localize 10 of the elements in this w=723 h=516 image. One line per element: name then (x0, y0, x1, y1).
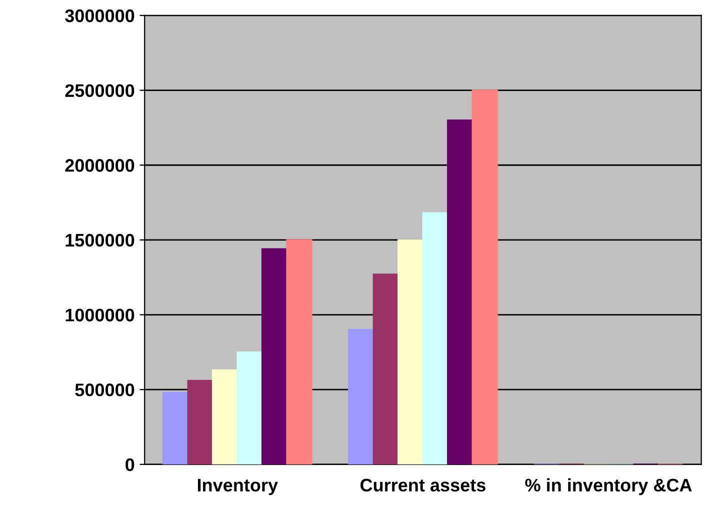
y-tick-label: 0 (126, 458, 134, 472)
y-tick-label: 2000000 (65, 159, 134, 172)
y-tick-label: 1000000 (66, 308, 134, 322)
x-tick-label: % in inventory &CA (525, 478, 692, 496)
y-tick-label: 2500000 (65, 84, 134, 98)
y-tick-label: 500000 (75, 384, 134, 396)
y-tick-label: 3000000 (65, 9, 134, 22)
y-tick-label: 1500000 (66, 234, 134, 247)
x-tick-label: Current assets (360, 478, 486, 492)
x-tick-label: Inventory (198, 478, 278, 496)
